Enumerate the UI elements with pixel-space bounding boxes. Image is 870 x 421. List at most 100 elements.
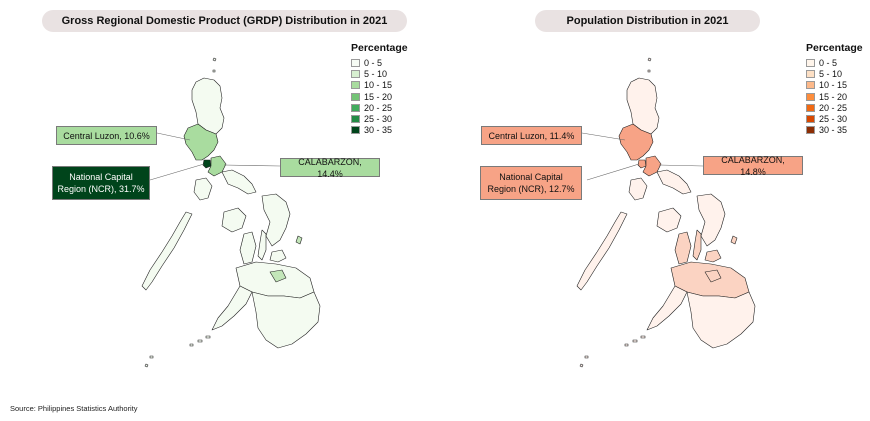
callout-calabarzon: CALABARZON, 14.4% — [280, 156, 380, 179]
callout-ncr: National Capital Region (NCR), 31.7% — [52, 166, 150, 200]
philippines-map — [141, 57, 321, 368]
legend-title: Percentage — [806, 42, 863, 54]
legend-label: 15 - 20 — [819, 91, 848, 102]
legend-swatch — [806, 126, 815, 135]
region-mindoro — [193, 177, 213, 201]
region-mindanao-west — [646, 285, 688, 331]
legend-label: 5 - 10 — [819, 68, 843, 79]
region-north-luzon — [191, 77, 225, 135]
callout-calabarzon-label: CALABARZON, 14.4% — [298, 156, 362, 179]
legend-item: 20 - 25 — [806, 102, 863, 113]
leader-central-luzon — [156, 132, 191, 141]
callout-calabarzon-label: CALABARZON, 14.8% — [721, 154, 785, 177]
philippines-map — [576, 57, 756, 368]
region-calabarzon — [207, 155, 227, 177]
legend-item: 25 - 30 — [351, 113, 408, 124]
region-central-luzon — [183, 123, 219, 161]
leader-lines — [149, 132, 281, 181]
region-mindoro — [628, 177, 648, 201]
legend-item: 0 - 5 — [806, 57, 863, 68]
region-calabarzon — [642, 155, 662, 177]
leader-lines — [581, 132, 704, 181]
callout-calabarzon: CALABARZON, 14.8% — [703, 154, 803, 177]
map-regions — [576, 57, 756, 368]
leader-calabarzon — [658, 164, 704, 167]
legend-swatch — [351, 126, 360, 135]
legend-swatch — [806, 103, 815, 112]
island-tinted-2 — [295, 235, 303, 245]
legend-label: 20 - 25 — [364, 102, 393, 113]
legend-swatch — [806, 58, 815, 67]
region-sulu — [144, 335, 211, 368]
legend-label: 15 - 20 — [364, 91, 393, 102]
region-central-visayas — [257, 229, 287, 263]
legend-item: 30 - 35 — [806, 125, 863, 136]
legend-label: 25 - 30 — [819, 114, 848, 125]
legend-item: 20 - 25 — [351, 102, 408, 113]
region-eastern-visayas — [696, 193, 726, 247]
legend-item: 30 - 35 — [351, 125, 408, 136]
region-mindanao-south — [251, 291, 321, 349]
leader-ncr — [149, 163, 205, 181]
island-tinted-2 — [730, 235, 738, 245]
region-western-visayas — [221, 207, 247, 233]
legend-item: 5 - 10 — [351, 68, 408, 79]
region-central-visayas — [692, 229, 722, 263]
legend-label: 30 - 35 — [819, 125, 848, 136]
region-sulu — [579, 335, 646, 368]
legend-swatch — [806, 92, 815, 101]
callout-central-luzon-label: Central Luzon, 11.4% — [488, 130, 575, 141]
legend-item: 5 - 10 — [806, 68, 863, 79]
region-palawan — [141, 211, 193, 291]
legend-label: 0 - 5 — [364, 57, 383, 68]
legend-item: 25 - 30 — [806, 113, 863, 124]
population-map-panel: Population Distribution in 2021 — [435, 0, 870, 421]
callout-ncr-label: National Capital Region (NCR), 12.7% — [487, 172, 575, 194]
region-north-luzon — [626, 77, 660, 135]
callout-central-luzon-label: Central Luzon, 10.6% — [63, 130, 150, 141]
legend-label: 10 - 15 — [364, 80, 393, 91]
source-note: Source: Philippines Statistics Authority — [10, 404, 138, 413]
region-ncr — [202, 159, 212, 169]
region-bicol — [656, 169, 692, 195]
region-negros — [674, 231, 692, 265]
callout-central-luzon: Central Luzon, 11.4% — [481, 126, 582, 145]
legend-label: 20 - 25 — [819, 102, 848, 113]
legend-label: 5 - 10 — [364, 68, 388, 79]
leader-central-luzon — [581, 132, 626, 141]
grdp-map-panel: Gross Regional Domestic Product (GRDP) D… — [42, 10, 408, 368]
legend-item: 15 - 20 — [351, 91, 408, 102]
legend-item: 15 - 20 — [806, 91, 863, 102]
legend-label: 25 - 30 — [364, 114, 393, 125]
region-western-visayas — [656, 207, 682, 233]
legend-swatch — [351, 81, 360, 90]
region-eastern-visayas — [261, 193, 291, 247]
legend-swatch — [351, 115, 360, 124]
legend-swatch — [351, 92, 360, 101]
legend-label: 30 - 35 — [364, 125, 393, 136]
callout-ncr: National Capital Region (NCR), 12.7% — [480, 166, 582, 200]
legend-item: 0 - 5 — [351, 57, 408, 68]
leader-calabarzon — [223, 164, 281, 167]
legend-item: 10 - 15 — [351, 80, 408, 91]
legend-swatch — [806, 69, 815, 78]
callout-ncr-label: National Capital Region (NCR), 31.7% — [57, 172, 145, 194]
region-palawan — [576, 211, 628, 291]
legend-title: Percentage — [351, 42, 408, 54]
region-bicol — [221, 169, 257, 195]
legend-swatch — [806, 81, 815, 90]
region-central-luzon — [618, 123, 654, 161]
island-tinted-1 — [269, 269, 287, 283]
legend-swatch — [806, 115, 815, 124]
map-regions — [141, 57, 321, 368]
region-negros — [239, 231, 257, 265]
island-tinted-1 — [704, 269, 722, 283]
legend-swatch — [351, 69, 360, 78]
leader-ncr — [586, 163, 640, 181]
map-title: Population Distribution in 2021 — [535, 10, 760, 32]
legend-swatch — [351, 103, 360, 112]
legend-item: 10 - 15 — [806, 80, 863, 91]
legend-swatch — [351, 58, 360, 67]
